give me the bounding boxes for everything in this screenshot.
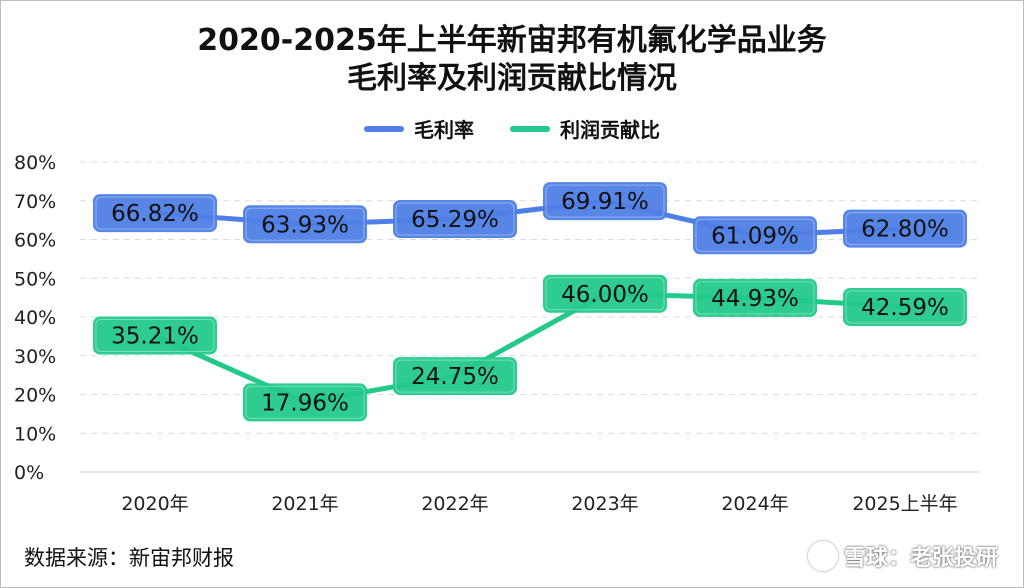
data-label-box xyxy=(843,287,967,326)
data-label-box xyxy=(693,278,817,317)
x-tick-label: 2023年 xyxy=(571,493,638,515)
data-label-box-inner xyxy=(545,277,665,311)
watermark-logo-icon xyxy=(807,541,838,571)
y-tick-label: 80% xyxy=(14,152,56,174)
y-tick-label: 10% xyxy=(14,423,56,445)
y-tick-label: 40% xyxy=(14,307,56,329)
data-label-box-inner xyxy=(395,359,515,393)
data-label-box-inner xyxy=(95,319,215,353)
data-label-box xyxy=(693,216,817,255)
data-label: 24.75% xyxy=(411,364,499,390)
data-label-box-inner xyxy=(695,281,815,315)
data-label: 61.09% xyxy=(711,223,799,249)
y-tick-label: 60% xyxy=(14,230,56,252)
chart-title-line-2: 毛利率及利润贡献比情况 xyxy=(347,61,677,96)
data-label: 66.82% xyxy=(111,201,199,227)
data-label: 69.91% xyxy=(561,189,649,215)
data-label-box-inner xyxy=(845,290,965,324)
legend-label-profit-contribution: 利润贡献比 xyxy=(560,118,660,142)
data-label-box xyxy=(843,209,967,248)
data-label-box xyxy=(543,182,667,221)
x-tick-label: 2020年 xyxy=(121,493,188,515)
data-source-note: 数据来源：新宙邦财报 xyxy=(24,546,234,570)
y-tick-label: 70% xyxy=(14,191,56,213)
x-tick-label: 2024年 xyxy=(721,493,788,515)
data-label: 65.29% xyxy=(411,207,499,233)
y-tick-label: 0% xyxy=(14,462,44,484)
data-label-box xyxy=(93,316,217,355)
data-label: 63.93% xyxy=(261,212,349,238)
data-label: 35.21% xyxy=(111,324,199,350)
legend-item-profit-contribution: 利润贡献比 xyxy=(510,114,660,143)
chart-title: 2020-2025年上半年新宙邦有机氟化学品业务 毛利率及利润贡献比情况 xyxy=(0,22,1024,98)
x-tick-label: 2022年 xyxy=(421,493,488,515)
x-tick-label: 2021年 xyxy=(271,493,338,515)
data-label: 62.80% xyxy=(861,217,949,243)
legend-item-gross-margin: 毛利率 xyxy=(364,114,474,143)
data-label-box xyxy=(393,200,517,239)
y-tick-label: 50% xyxy=(14,268,56,290)
data-label: 44.93% xyxy=(711,286,799,312)
data-label-box xyxy=(243,205,367,244)
chart-legend: 毛利率 利润贡献比 xyxy=(0,114,1024,143)
data-label-box-inner xyxy=(245,207,365,241)
data-label: 42.59% xyxy=(861,295,949,321)
y-tick-label: 30% xyxy=(14,346,56,368)
y-tick-label: 20% xyxy=(14,385,56,407)
legend-label-gross-margin: 毛利率 xyxy=(414,118,474,142)
data-label-box-inner xyxy=(395,202,515,236)
data-label: 17.96% xyxy=(261,390,349,416)
data-label-box xyxy=(543,274,667,313)
data-label-box xyxy=(243,383,367,422)
data-label-box-inner xyxy=(95,196,215,230)
legend-swatch-profit-contribution xyxy=(510,125,550,132)
data-label-box xyxy=(93,194,217,233)
data-label-box xyxy=(393,357,517,396)
chart-title-line-1: 2020-2025年上半年新宙邦有机氟化学品业务 xyxy=(197,23,827,58)
watermark-text: 雪球：老张投研 xyxy=(843,546,998,571)
watermark: 雪球：老张投研 xyxy=(807,540,998,572)
data-label-box-inner xyxy=(245,385,365,419)
x-tick-label: 2025上半年 xyxy=(852,493,957,515)
data-label: 46.00% xyxy=(561,282,649,308)
legend-swatch-gross-margin xyxy=(364,125,404,132)
data-label-box-inner xyxy=(545,184,665,218)
data-label-box-inner xyxy=(845,212,965,246)
data-label-box-inner xyxy=(695,218,815,252)
